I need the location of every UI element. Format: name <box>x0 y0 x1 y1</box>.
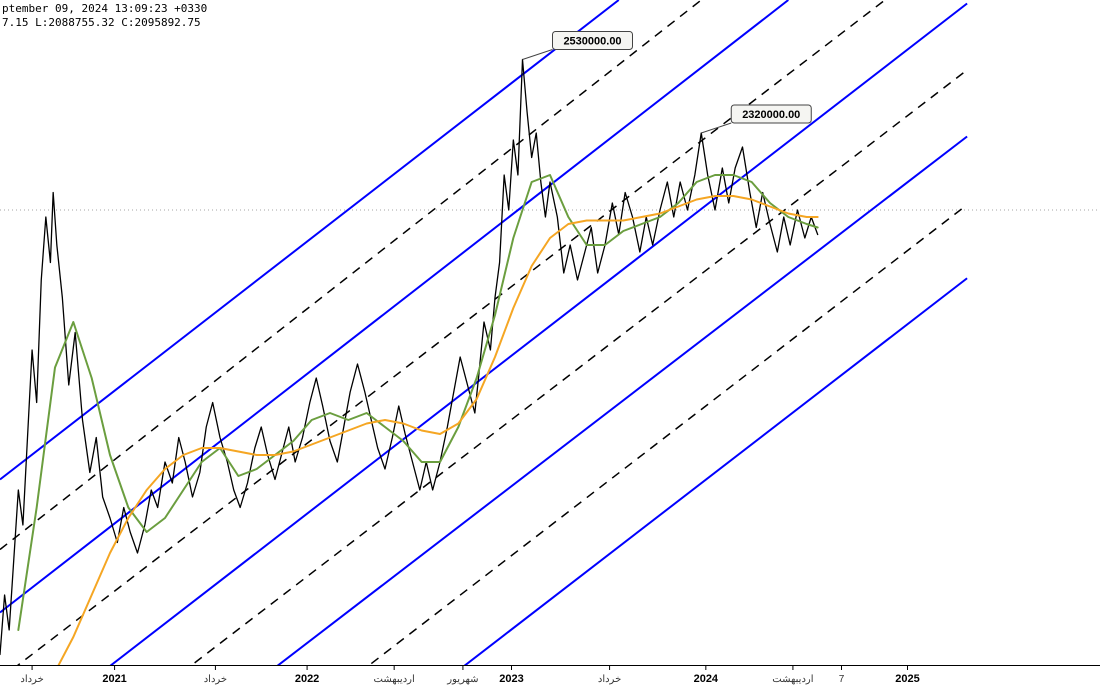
x-axis-label: 7 <box>839 674 845 685</box>
chart-svg: خرداد 2021 خرداد 2022 اردیبهشت شهریور 2023 خردا… <box>0 0 1100 700</box>
x-axis-label: شهریور <box>446 674 478 685</box>
channel-line <box>32 4 967 700</box>
channel-line <box>0 0 701 550</box>
channel-line <box>55 70 967 700</box>
x-axis-label: خرداد <box>598 674 621 685</box>
callout-label: 2320000.00 <box>742 109 800 121</box>
x-axis-label: 2023 <box>499 673 523 685</box>
channel-line <box>0 0 967 679</box>
header-line1: ptember 09, 2024 13:09:23 +0330 <box>2 2 207 15</box>
x-axis-label: 2022 <box>295 673 319 685</box>
x-axis-label: اردیبهشت <box>772 674 813 685</box>
x-axis-label: 2025 <box>895 673 919 685</box>
channel-line <box>64 137 967 700</box>
channel-line <box>0 0 788 613</box>
channel-line <box>252 278 967 700</box>
callout-leader <box>701 123 731 133</box>
header-line2: 7.15 L:2088755.32 C:2095892.75 <box>2 16 201 29</box>
x-axis-label: اردیبهشت <box>374 674 415 685</box>
series-ma-long <box>37 196 818 700</box>
x-axis-label: خرداد <box>204 674 227 685</box>
price-chart-container: ptember 09, 2024 13:09:23 +0330 7.15 L:2… <box>0 0 1100 700</box>
x-axis-label: 2021 <box>102 673 126 685</box>
series-ma-short <box>18 175 817 630</box>
callout-label: 2530000.00 <box>563 36 621 48</box>
x-axis-label: 2024 <box>694 673 719 685</box>
chart-header-info: ptember 09, 2024 13:09:23 +0330 7.15 L:2… <box>2 2 207 31</box>
x-axis-label: خرداد <box>20 674 43 685</box>
